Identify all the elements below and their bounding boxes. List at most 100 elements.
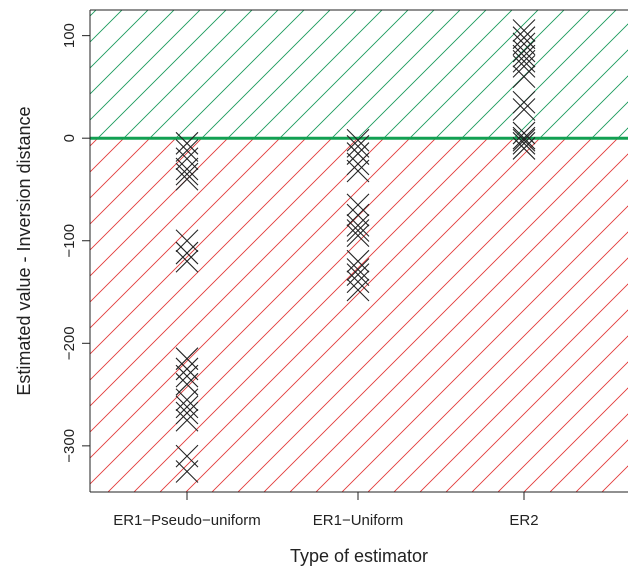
x-axis-title: Type of estimator bbox=[290, 546, 428, 566]
hatch-line-lower-14 bbox=[90, 138, 307, 355]
hatch-line-lower-19 bbox=[90, 138, 437, 485]
hatch-line-lower-21 bbox=[133, 138, 489, 492]
hatch-line-upper-20 bbox=[461, 10, 591, 139]
hatch-line-lower-40 bbox=[627, 491, 628, 492]
hatch-line-lower-30 bbox=[367, 231, 628, 492]
hatch-line-upper-8 bbox=[149, 10, 279, 139]
point-s0-9 bbox=[175, 347, 199, 371]
hatch-line-lower-12 bbox=[90, 138, 255, 303]
point-s0-16 bbox=[175, 408, 199, 432]
point-s2-2 bbox=[512, 32, 536, 56]
hatch-line-lower-32 bbox=[419, 283, 628, 492]
hatch-line-lower-24 bbox=[211, 138, 567, 492]
point-s1-10 bbox=[346, 249, 370, 273]
hatch-line-lower-37 bbox=[549, 413, 628, 492]
point-s1-5 bbox=[346, 193, 370, 217]
point-s2-7 bbox=[512, 65, 536, 89]
x-tick-label-2: ER2 bbox=[509, 512, 538, 529]
point-s1-4 bbox=[346, 159, 370, 183]
hatch-line-upper-9 bbox=[175, 10, 305, 139]
point-s1-7 bbox=[346, 213, 370, 237]
hatch-line-upper-5 bbox=[90, 10, 201, 121]
point-s0-5 bbox=[175, 167, 199, 191]
hatch-line-upper-40 bbox=[608, 0, 628, 512]
hatch-line-lower-29 bbox=[341, 205, 628, 492]
point-s1-14 bbox=[346, 278, 370, 302]
point-s2-8 bbox=[512, 90, 536, 114]
hatch-line-upper-4 bbox=[90, 10, 175, 95]
hatch-line-upper-6 bbox=[97, 10, 227, 139]
hatch-line-lower-35 bbox=[497, 361, 628, 492]
point-s2-12 bbox=[512, 128, 536, 152]
point-s2-6 bbox=[512, 55, 536, 78]
hatch-line-upper-26 bbox=[617, 127, 628, 139]
hatch-line-lower-15 bbox=[90, 138, 333, 381]
hatch-line-lower-23 bbox=[185, 138, 541, 492]
hatch-line-lower-39 bbox=[601, 465, 628, 492]
hatch-line-upper-31 bbox=[374, 0, 628, 512]
hatch-line-upper-30 bbox=[348, 0, 628, 512]
hatch-region-below-zero bbox=[90, 138, 628, 492]
point-s0-8 bbox=[175, 249, 199, 273]
point-s1-13 bbox=[346, 270, 370, 294]
hatch-line-upper-33 bbox=[426, 0, 628, 512]
hatch-line-lower-22 bbox=[159, 138, 515, 492]
point-s0-3 bbox=[175, 157, 199, 181]
point-s1-2 bbox=[346, 142, 370, 165]
point-s0-6 bbox=[175, 229, 199, 253]
plot-frame bbox=[89, 9, 628, 493]
hatch-line-upper-39 bbox=[582, 0, 628, 512]
hatch-line-lower-10 bbox=[90, 138, 203, 251]
hatch-line-upper-23 bbox=[539, 49, 628, 139]
hatch-line-lower-34 bbox=[471, 335, 628, 492]
point-s0-15 bbox=[175, 401, 199, 425]
point-s0-18 bbox=[175, 460, 199, 483]
hatch-line-lower-6 bbox=[90, 138, 99, 147]
hatch-line-lower-16 bbox=[90, 138, 359, 407]
y-tick-label-3: −200 bbox=[61, 326, 78, 360]
x-axis: ER1−Pseudo−uniform ER1−Uniform ER2 bbox=[113, 492, 539, 529]
hatch-line-upper-25 bbox=[591, 101, 628, 139]
point-s0-14 bbox=[175, 395, 199, 419]
point-s2-14 bbox=[512, 137, 536, 160]
y-tick-label-2: −100 bbox=[61, 224, 78, 258]
hatch-line-lower-28 bbox=[315, 179, 628, 492]
point-s2-4 bbox=[512, 44, 536, 68]
hatch-line-upper-14 bbox=[305, 10, 435, 139]
point-s0-7 bbox=[175, 241, 199, 265]
hatch-line-upper-19 bbox=[435, 10, 565, 139]
x-tick-label-1: ER1−Uniform bbox=[313, 512, 403, 529]
hatch-line-upper-22 bbox=[513, 23, 628, 139]
hatch-line-upper-7 bbox=[123, 10, 253, 139]
hatch-line-upper-17 bbox=[383, 10, 513, 139]
hatch-line-upper-15 bbox=[331, 10, 461, 139]
point-s1-1 bbox=[346, 135, 370, 158]
point-s1-0 bbox=[346, 128, 370, 152]
hatch-line-lower-36 bbox=[523, 387, 628, 492]
x-tick-label-0: ER1−Pseudo−uniform bbox=[113, 512, 261, 529]
hatch-line-lower-8 bbox=[90, 138, 151, 199]
hatch-line-lower-33 bbox=[445, 309, 628, 492]
point-s2-9 bbox=[512, 98, 536, 121]
hatch-line-upper-10 bbox=[201, 10, 331, 139]
hatch-line-upper-11 bbox=[227, 10, 357, 139]
hatch-line-lower-27 bbox=[289, 153, 628, 492]
hatch-line-upper-18 bbox=[409, 10, 539, 139]
point-s1-9 bbox=[346, 224, 370, 248]
y-tick-label-0: 100 bbox=[61, 23, 78, 48]
y-axis-title: Estimated value - Inversion distance bbox=[14, 106, 34, 395]
hatch-line-upper-27 bbox=[270, 0, 628, 512]
hatch-line-lower-18 bbox=[90, 138, 411, 459]
hatch-line-upper-16 bbox=[357, 10, 487, 139]
data-points bbox=[175, 19, 536, 483]
point-s2-11 bbox=[512, 126, 536, 150]
hatch-line-lower-20 bbox=[107, 138, 463, 492]
hatch-line-upper-38 bbox=[556, 0, 628, 512]
hatch-line-lower-11 bbox=[90, 138, 229, 277]
hatch-line-lower-13 bbox=[90, 138, 281, 329]
hatch-line-lower-26 bbox=[263, 138, 619, 492]
hatch-line-lower-17 bbox=[90, 138, 385, 433]
hatch-line-lower-31 bbox=[393, 257, 628, 492]
point-s2-1 bbox=[512, 26, 536, 50]
